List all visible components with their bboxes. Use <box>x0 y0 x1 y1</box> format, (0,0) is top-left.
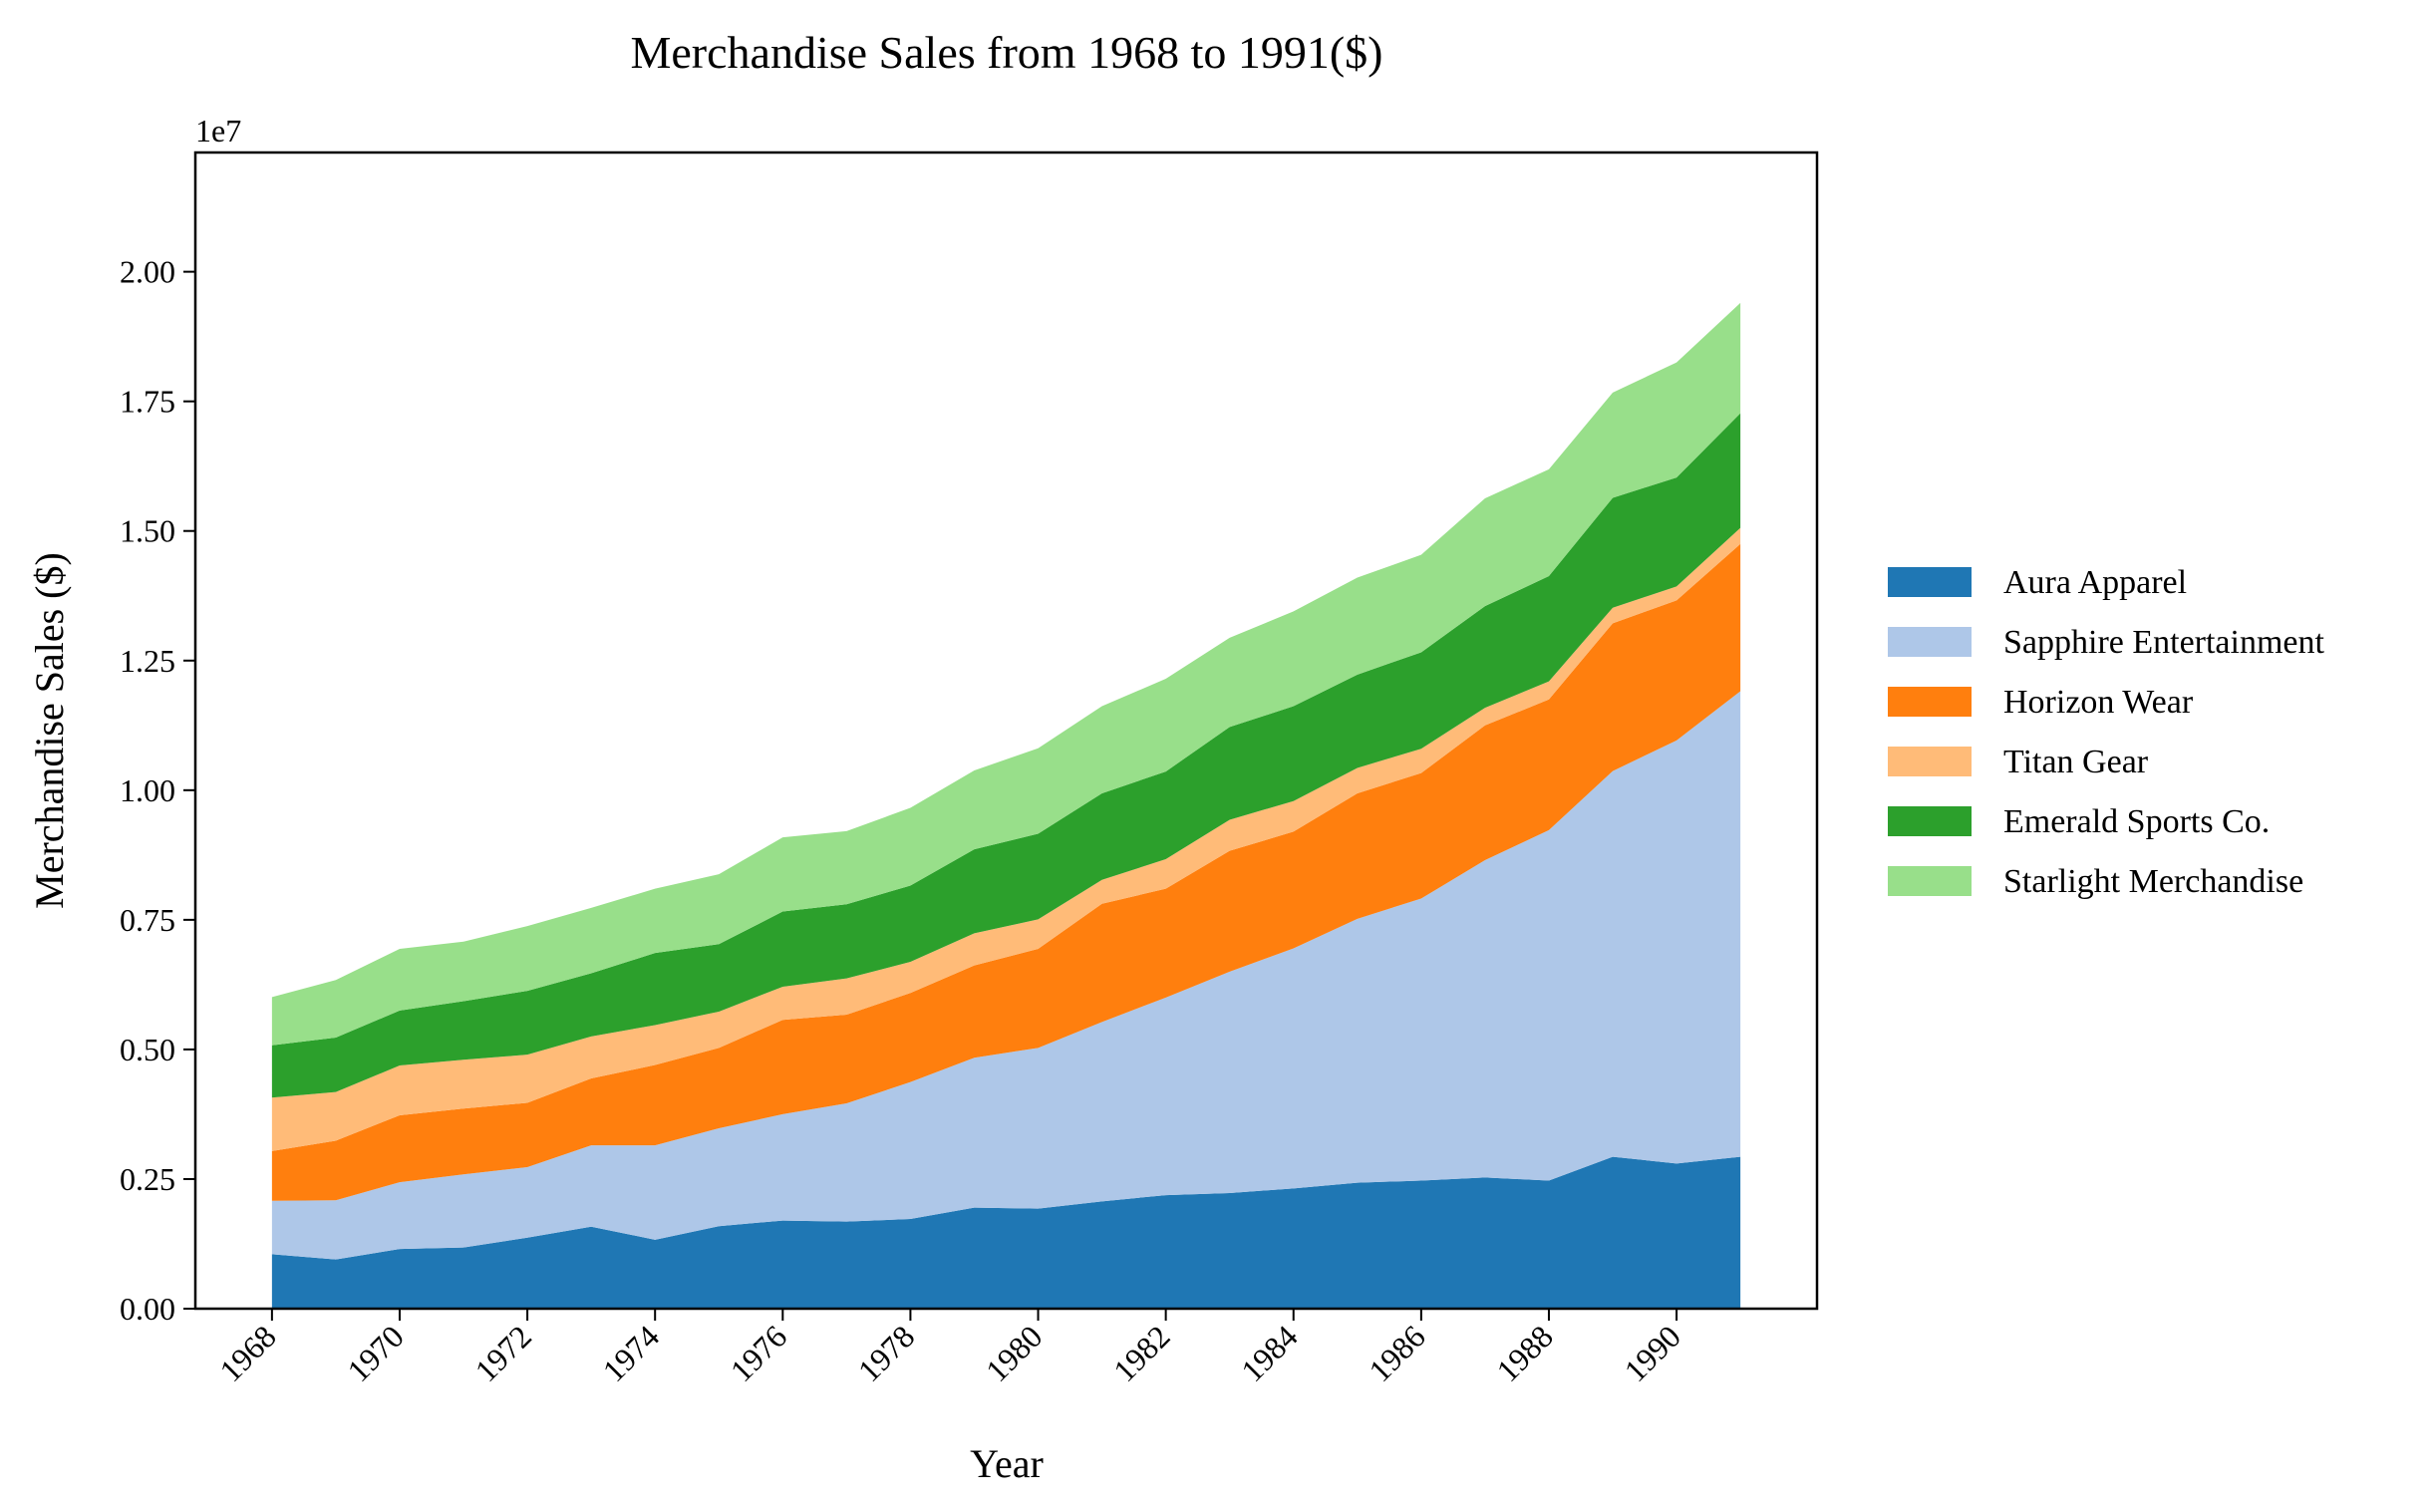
y-tick-label: 0.75 <box>120 902 175 938</box>
x-tick-label: 1986 <box>1362 1318 1432 1388</box>
area-series-horizon-wear <box>271 543 1741 1201</box>
legend-label-horizon-wear: Horizon Wear <box>2003 684 2194 721</box>
area-series-sapphire-entertainment <box>271 691 1741 1260</box>
area-series-titan-gear <box>271 527 1741 1151</box>
area-series-emerald-sports-co <box>271 413 1741 1098</box>
y-axis-label: Merchandise Sales ($) <box>27 552 72 909</box>
areas-layer <box>271 302 1741 1309</box>
x-tick-label: 1978 <box>851 1318 922 1388</box>
x-tick-label: 1982 <box>1106 1318 1177 1388</box>
y-tick-label: 1.50 <box>120 513 175 549</box>
legend-label-emerald-sports-co: Emerald Sports Co. <box>2003 803 2270 840</box>
x-tick-label: 1968 <box>212 1318 283 1388</box>
x-tick-label: 1980 <box>979 1318 1050 1388</box>
x-axis-label: Year <box>970 1441 1044 1486</box>
x-tick-label: 1972 <box>467 1318 538 1388</box>
legend: Aura Apparel Sapphire Entertainment Horizo… <box>1888 564 2325 900</box>
area-series-aura-apparel <box>271 1156 1741 1309</box>
y-tick-label: 0.25 <box>120 1161 175 1197</box>
y-tick-label: 1.25 <box>120 643 175 679</box>
x-tick-label: 1970 <box>340 1318 411 1388</box>
x-axis: 1968 1970 1972 1974 1976 1978 1980 1982 1984 1986… <box>212 1309 1687 1388</box>
x-tick-label: 1976 <box>724 1318 794 1388</box>
legend-label-aura-apparel: Aura Apparel <box>2003 564 2187 601</box>
y-tick-label: 2.00 <box>120 254 175 290</box>
y-tick-label: 1.00 <box>120 772 175 808</box>
y-tick-label: 0.50 <box>120 1032 175 1067</box>
x-tick-label: 1984 <box>1234 1318 1305 1388</box>
legend-label-sapphire-entertainment: Sapphire Entertainment <box>2003 624 2325 661</box>
legend-swatch-titan-gear <box>1888 747 1972 776</box>
legend-swatch-aura-apparel <box>1888 567 1972 597</box>
x-tick-label: 1988 <box>1489 1318 1560 1388</box>
y-tick-label: 1.75 <box>120 384 175 420</box>
chart-title: Merchandise Sales from 1968 to 1991($) <box>630 27 1382 78</box>
legend-swatch-horizon-wear <box>1888 687 1972 717</box>
legend-swatch-starlight-merchandise <box>1888 866 1972 896</box>
legend-label-starlight-merchandise: Starlight Merchandise <box>2003 863 2303 900</box>
y-tick-label: 0.00 <box>120 1291 175 1327</box>
x-tick-label: 1974 <box>595 1318 666 1388</box>
x-tick-label: 1990 <box>1617 1318 1687 1388</box>
legend-swatch-emerald-sports-co <box>1888 806 1972 836</box>
area-series-starlight-merchandise <box>271 302 1741 1046</box>
y-axis-multiplier: 1e7 <box>195 113 241 149</box>
plot-frame <box>193 151 1819 1311</box>
y-axis: 0.00 0.25 0.50 0.75 1.00 1.25 1.50 1.75 2.00 <box>120 254 195 1327</box>
legend-swatch-sapphire-entertainment <box>1888 627 1972 657</box>
legend-label-titan-gear: Titan Gear <box>2003 744 2149 780</box>
